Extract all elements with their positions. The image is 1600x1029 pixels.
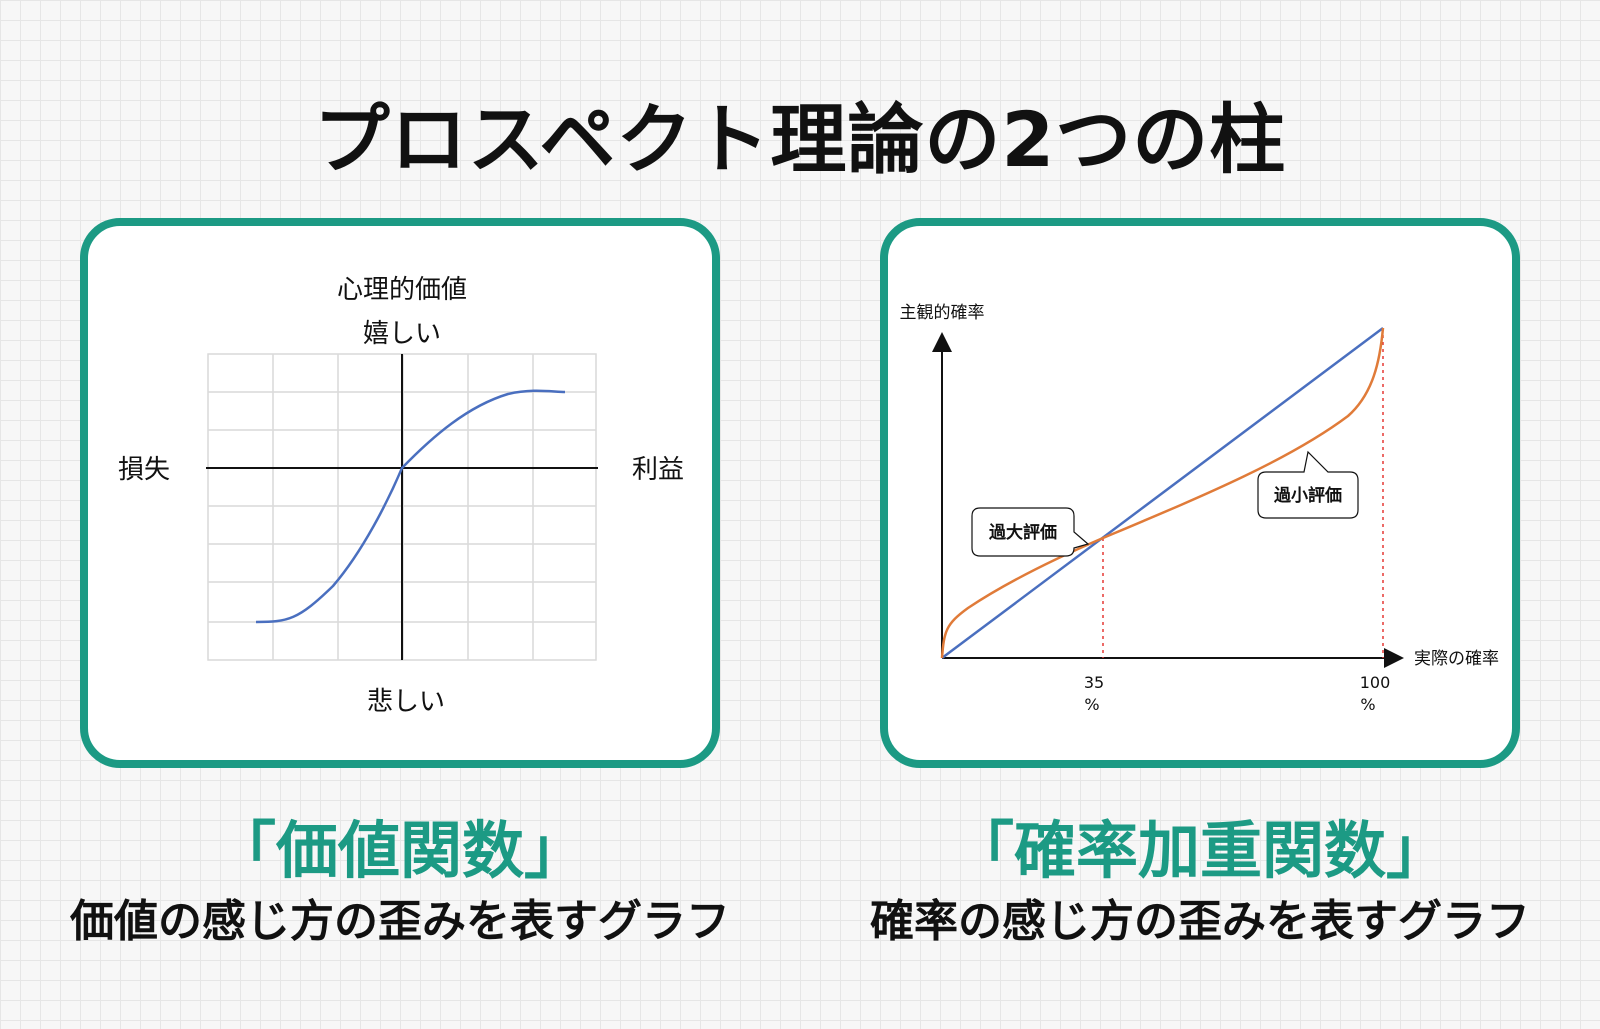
prob-x-axis-label: 実際の確率: [1414, 649, 1499, 669]
probability-weighting-heading: 「確率加重関数」: [951, 814, 1448, 887]
callout-underestimation: 過小評価: [1257, 450, 1359, 519]
tick-100-unit: %: [1360, 695, 1375, 714]
value-label-psychological: 心理的価値: [337, 275, 467, 305]
tick-35-unit: %: [1084, 695, 1099, 714]
value-label-gain: 利益: [632, 455, 684, 485]
probability-weighting-diagram: 主観的確率 実際の確率 35 % 100 % 過大評価 過小評価: [900, 303, 1500, 714]
value-curve: [255, 389, 566, 624]
probability-weighting-card: 主観的確率 実際の確率 35 % 100 % 過大評価 過小評価: [880, 218, 1520, 768]
value-function-card: 心理的価値 嬉しい 悲しい 損失 利益: [80, 218, 720, 768]
probability-weighting-description: 確率の感じ方の歪みを表すグラフ: [870, 896, 1530, 947]
callout-over-text: 過大評価: [989, 522, 1057, 543]
value-label-loss: 損失: [118, 455, 170, 485]
diagonal-line: [941, 326, 1384, 660]
weighting-curve: [940, 327, 1385, 659]
value-label-sad: 悲しい: [367, 687, 445, 717]
tick-35: 35: [1084, 673, 1104, 692]
value-function-heading: 「価値関数」: [213, 814, 586, 887]
value-function-description: 価値の感じ方の歪みを表すグラフ: [70, 896, 730, 947]
page-title: プロスペクト理論の2つの柱: [313, 95, 1287, 184]
prob-y-axis-label: 主観的確率: [900, 303, 985, 323]
tick-100: 100: [1360, 673, 1391, 692]
callout-overestimation: 過大評価: [971, 507, 1090, 557]
callout-under-text: 過小評価: [1274, 485, 1342, 506]
value-label-happy: 嬉しい: [363, 319, 441, 349]
value-function-diagram: 心理的価値 嬉しい 悲しい 損失 利益: [118, 275, 684, 717]
